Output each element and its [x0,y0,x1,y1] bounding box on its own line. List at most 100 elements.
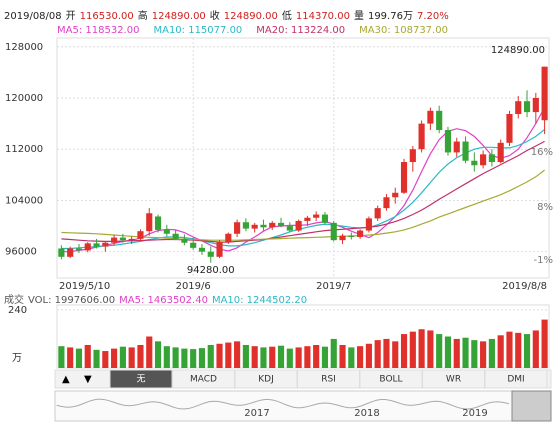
volume-bar [418,329,425,368]
pct-label: 16% [531,147,553,158]
x-tick-label: 2019/8/8 [502,281,547,292]
arrow-down[interactable]: ▼ [84,374,92,385]
volume-bar [119,346,126,368]
candle-body [67,248,74,257]
candle-body [321,214,329,223]
volume-bar [207,344,214,368]
volume-bar [462,337,469,368]
candle-body [497,142,504,163]
volume-bar [480,341,487,368]
tab-label[interactable]: DMI [507,375,524,385]
quote-field: 收 [209,11,220,22]
candle-body [392,192,399,198]
volume-bar [400,334,408,368]
volume-bar [128,347,135,368]
volume-bar [172,347,179,368]
candle-body [400,162,408,193]
candle-body [260,224,267,228]
candle-body [269,222,276,228]
volume-bar [515,332,522,368]
navigator [54,390,552,422]
tab-label[interactable]: WR [446,375,461,385]
volume-bar [67,347,74,368]
volume-bar [488,338,495,368]
candle-body [357,230,364,237]
candle-body [541,66,548,121]
navigator-year: 2018 [354,408,379,419]
candle-body [462,141,469,161]
x-tick-label: 2019/5/10 [59,281,110,292]
candle-body [523,101,531,113]
ma-label: MA20: 113224.00 [256,25,346,36]
navigator-year: 2019 [462,408,487,419]
tab-label[interactable]: KDJ [258,375,274,385]
arrow-up[interactable]: ▲ [62,374,70,385]
volume-bar [436,334,443,368]
tab-label[interactable]: RSI [321,375,336,385]
candle-body [154,216,162,230]
quote-field: 开 [65,11,76,22]
candle-body [383,197,390,209]
ma-label: MA30: 108737.00 [359,25,448,36]
volume-bar [330,338,337,368]
volume-bar [339,344,346,368]
volume-bar [111,348,118,368]
volume-info-field: VOL: 1997606.00 [28,295,116,306]
volume-bar [137,344,144,368]
y-tick-label: 120000 [5,93,43,104]
volume-info-field: MA5: 1463502.40 [119,295,208,306]
volume-bar [84,344,91,368]
tab-label[interactable]: BOLL [379,375,402,385]
volume-bar [242,344,249,368]
volume-bar [225,342,232,368]
volume-bar [523,334,531,368]
x-tick-label: 2019/7 [316,281,351,292]
y-tick-label: 104000 [5,195,43,206]
tab[interactable] [484,369,548,389]
candle-body [286,226,293,231]
volume-bar [357,346,364,368]
candle-body [532,98,539,113]
ma-line [61,140,545,243]
candle-body [190,242,197,248]
quote-field: 114370.00 [295,11,350,22]
volume-info-field: 成交 [4,295,24,306]
navigator-window[interactable] [511,390,552,422]
volume-info-field: MA10: 1244502.20 [211,295,308,306]
quote-field: 量 [353,11,364,22]
candle-body [304,217,311,221]
candle-body [111,237,118,243]
candle-body [84,243,91,251]
y-tick-label: 96000 [5,247,37,258]
quote-field: 高 [137,11,148,22]
candle-body [119,237,126,241]
volume-bar [216,343,223,368]
candle-body [348,235,355,237]
candle-body [488,154,495,163]
navigator-line [56,398,510,410]
ma-label: MA5: 118532.00 [57,25,140,36]
volume-bar [260,347,267,368]
volume-bar [409,331,416,368]
volume-bar [392,341,399,368]
tab-label[interactable]: 无 [136,374,145,385]
candle-body [128,238,135,241]
volume-bar [146,336,153,368]
volume-bar [453,338,460,368]
high-annotation: 124890.00 [491,45,545,56]
tab-label[interactable]: MACD [190,375,217,385]
candle-body [339,235,346,241]
candle-body [75,248,83,251]
candle-body [436,110,443,131]
quote-field: 2019/08/08 [4,11,62,22]
volume-bar [506,331,513,368]
volume-bar [190,349,197,368]
volume-bar [427,330,434,368]
plot-frame [56,37,550,279]
volume-bar [541,319,548,368]
volume-bar [93,349,100,368]
volume-bar [497,335,504,368]
candle-body [374,208,381,219]
